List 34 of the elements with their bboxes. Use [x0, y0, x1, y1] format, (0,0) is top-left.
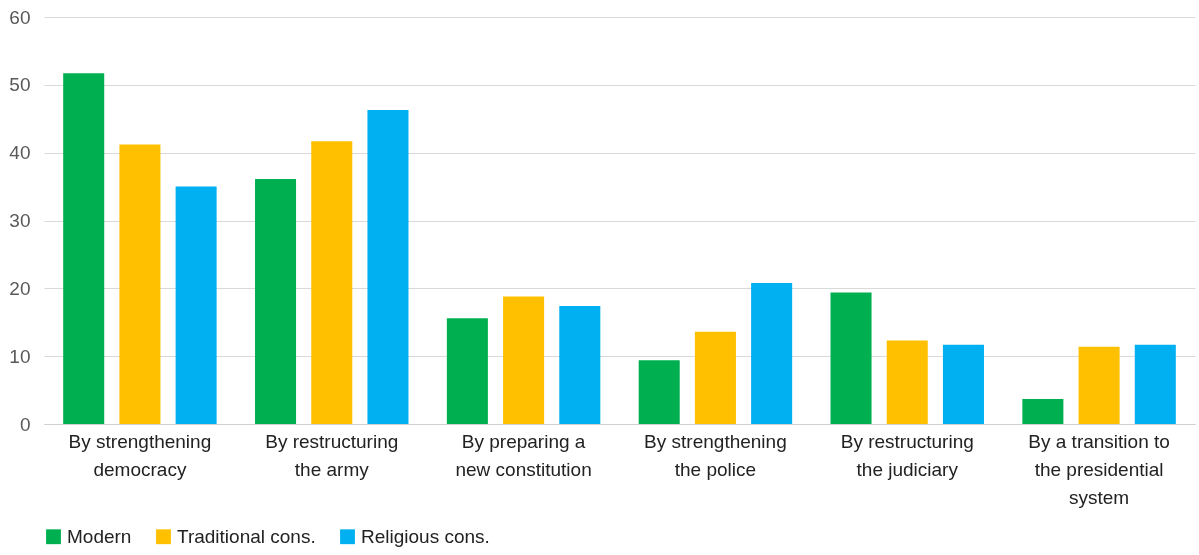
bar — [942, 344, 984, 424]
bar — [255, 179, 297, 424]
y-tick-label: 10 — [9, 345, 31, 367]
y-tick-label: 20 — [9, 277, 31, 299]
x-tick-label: By restructuring the judiciary — [840, 430, 974, 480]
bar — [830, 292, 872, 424]
x-tick-label: By restructuring the army — [265, 430, 399, 480]
y-tick-label: 40 — [9, 142, 31, 164]
x-tick-label: By a transition to the presidential system — [1028, 430, 1170, 508]
y-tick-label: 60 — [9, 6, 31, 28]
bar — [1022, 398, 1064, 424]
bar — [119, 144, 161, 424]
bar — [311, 141, 353, 424]
x-tick-label: By preparing a new constitution — [455, 430, 592, 480]
x-tick-label: By strengthening the police — [644, 430, 787, 480]
bar — [1078, 346, 1120, 424]
y-tick-label: 0 — [19, 413, 31, 435]
bar — [638, 360, 680, 424]
y-tick-label: 50 — [9, 74, 31, 96]
x-tick-label: By strengthening democracy — [68, 430, 212, 480]
y-tick-label: 30 — [9, 210, 31, 231]
bar — [886, 340, 928, 424]
bar — [503, 296, 545, 424]
bar — [751, 282, 793, 424]
legend-label: Traditional cons. — [177, 525, 316, 547]
bar — [559, 305, 601, 424]
legend-label: Religious cons. — [361, 525, 490, 547]
legend-label: Modern — [67, 525, 132, 547]
bar — [367, 109, 409, 424]
bar — [175, 186, 217, 424]
bar — [1134, 344, 1176, 424]
bar — [694, 331, 736, 424]
bar — [63, 73, 105, 424]
bar — [446, 318, 488, 424]
